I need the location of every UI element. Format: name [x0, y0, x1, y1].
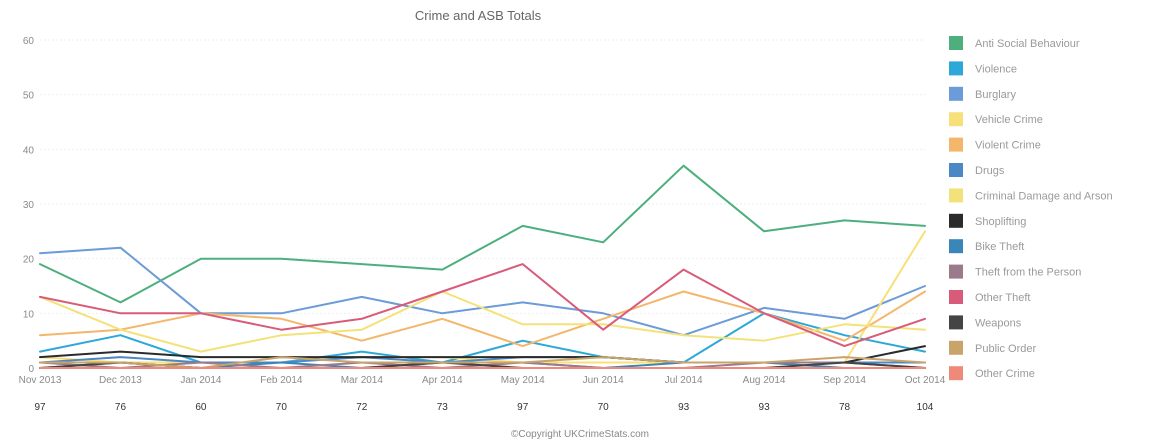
legend-label: Bike Theft: [975, 241, 1024, 253]
chart-title: Crime and ASB Totals: [415, 8, 542, 23]
y-tick-label: 60: [23, 36, 35, 47]
x-tick-label: Feb 2014: [260, 375, 303, 386]
legend[interactable]: Anti Social Behaviour Violence Burglary Veh…: [949, 36, 1113, 381]
monthly-total-label: 93: [678, 402, 690, 413]
legend-label: Violent Crime: [975, 140, 1041, 152]
monthly-total-label: 93: [759, 402, 771, 413]
monthly-total-label: 76: [115, 402, 127, 413]
legend-swatch: [949, 213, 963, 228]
legend-swatch: [949, 112, 963, 127]
legend-item[interactable]: Vehicle Crime: [949, 112, 1043, 127]
legend-item[interactable]: Violence: [949, 61, 1017, 76]
y-tick-label: 50: [23, 91, 35, 102]
legend-swatch: [949, 340, 963, 355]
series-line-5: [39, 290, 926, 348]
y-tick-label: 10: [23, 309, 35, 320]
legend-label: Violence: [975, 63, 1017, 75]
legend-label: Shoplifting: [975, 216, 1026, 228]
x-tick-label: Oct 2014: [905, 375, 946, 386]
legend-item[interactable]: Weapons: [949, 315, 1022, 330]
x-tick-label: Jun 2014: [583, 375, 625, 386]
legend-swatch: [949, 36, 963, 50]
legend-swatch: [949, 315, 963, 330]
legend-swatch: [949, 239, 963, 254]
x-tick-label: Apr 2014: [422, 375, 463, 386]
legend-label: Public Order: [975, 343, 1036, 355]
legend-label: Criminal Damage and Arson: [975, 190, 1113, 202]
monthly-total-label: 97: [517, 402, 529, 413]
y-tick-label: 30: [23, 200, 35, 211]
legend-item[interactable]: Anti Social Behaviour: [949, 36, 1080, 50]
x-tick-label: Nov 2013: [19, 375, 62, 386]
x-tick-label: Aug 2014: [743, 375, 786, 386]
legend-item[interactable]: Bike Theft: [949, 239, 1024, 254]
x-axis: Nov 2013 Dec 2013 Jan 2014 Feb 2014 Mar 2014…: [19, 375, 946, 386]
legend-label: Other Crime: [975, 368, 1035, 380]
monthly-total-label: 78: [839, 402, 851, 413]
legend-swatch: [949, 264, 963, 279]
legend-label: Weapons: [975, 317, 1022, 329]
legend-item[interactable]: Violent Crime: [949, 137, 1041, 152]
legend-item[interactable]: Criminal Damage and Arson: [949, 188, 1113, 203]
series-line-1: [39, 164, 926, 304]
x-tick-label: Sep 2014: [823, 375, 866, 386]
legend-label: Burglary: [975, 89, 1016, 101]
legend-item[interactable]: Drugs: [949, 163, 1005, 177]
legend-swatch: [949, 290, 963, 304]
series-line-11: [39, 263, 926, 348]
legend-item[interactable]: Theft from the Person: [949, 264, 1081, 279]
legend-item[interactable]: Other Theft: [949, 290, 1030, 304]
monthly-total-label: 73: [437, 402, 449, 413]
legend-label: Anti Social Behaviour: [975, 38, 1080, 50]
series-line-7: [39, 290, 926, 353]
x-tick-label: Jul 2014: [665, 375, 703, 386]
monthly-total-label: 60: [195, 402, 207, 413]
legend-swatch: [949, 188, 963, 203]
legend-label: Vehicle Crime: [975, 114, 1043, 126]
legend-swatch: [949, 137, 963, 152]
legend-item[interactable]: Other Crime: [949, 366, 1035, 381]
monthly-total-label: 70: [276, 402, 288, 413]
legend-swatch: [949, 163, 963, 177]
y-tick-label: 20: [23, 255, 35, 266]
legend-item[interactable]: Public Order: [949, 340, 1036, 355]
x-tick-label: May 2014: [501, 375, 545, 386]
legend-swatch: [949, 366, 963, 381]
monthly-total-label: 70: [598, 402, 610, 413]
legend-label: Other Theft: [975, 292, 1030, 304]
legend-item[interactable]: Shoplifting: [949, 213, 1026, 228]
monthly-total-label: 97: [34, 402, 46, 413]
x-tick-label: Dec 2013: [99, 375, 142, 386]
y-tick-label: 0: [28, 364, 34, 375]
x-tick-label: Mar 2014: [341, 375, 384, 386]
copyright-text: ©Copyright UKCrimeStats.com: [511, 429, 649, 440]
monthly-total-label: 104: [917, 402, 934, 413]
y-axis: 0 10 20 30 40 50 60: [23, 36, 35, 375]
series-line-4: [39, 230, 926, 364]
monthly-total-label: 72: [356, 402, 368, 413]
legend-label: Drugs: [975, 165, 1005, 177]
legend-label: Theft from the Person: [975, 267, 1081, 279]
series-lines: [39, 164, 926, 369]
legend-item[interactable]: Burglary: [949, 86, 1016, 101]
legend-swatch: [949, 86, 963, 101]
monthly-totals: 97 76 60 70 72 73 97 70 93 93 78 104: [34, 402, 933, 413]
x-tick-label: Jan 2014: [180, 375, 222, 386]
legend-swatch: [949, 61, 963, 76]
y-tick-label: 40: [23, 145, 35, 156]
